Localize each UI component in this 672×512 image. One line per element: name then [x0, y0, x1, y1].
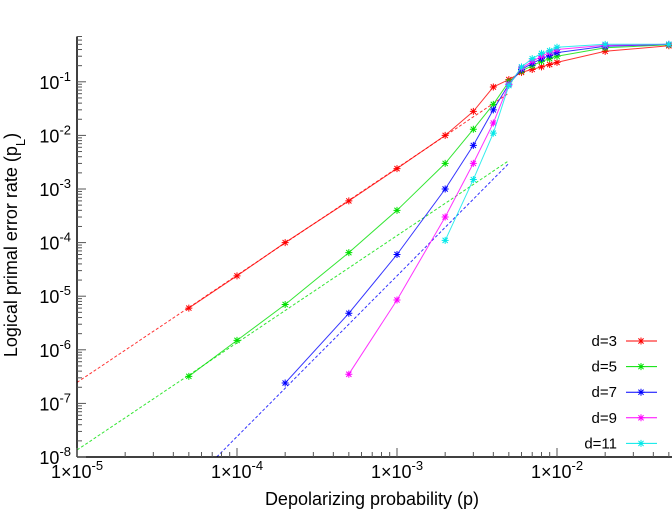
data-point [441, 213, 449, 221]
data-point [441, 185, 449, 193]
legend-marker [637, 363, 645, 371]
axes [76, 36, 672, 458]
legend-marker [637, 439, 645, 447]
data-point [469, 141, 477, 149]
y-tick-label: 10-3 [39, 176, 71, 200]
data-point [345, 249, 353, 257]
data-point [528, 55, 536, 63]
legend: d=3 d=5 d=7 d=9 d=11 [584, 333, 657, 452]
data-point [469, 125, 477, 133]
series-line [188, 45, 669, 309]
x-tick-label: 1×10-4 [211, 458, 263, 482]
y-tick-label: 10-2 [39, 122, 71, 146]
x-tick-label: 1×10-2 [531, 458, 583, 482]
tick-labels: 10-8 10-7 10-6 10-5 10-4 10-3 10-2 10-1 1×10-5 1×… [39, 69, 583, 482]
data-point [185, 304, 193, 312]
data-point [546, 47, 554, 55]
data-point [233, 336, 241, 344]
series-d=11 [441, 40, 672, 244]
legend-label: d=11 [584, 435, 617, 452]
data-point [489, 129, 497, 137]
data-point [601, 40, 609, 48]
data-point [185, 372, 193, 380]
data-point [489, 100, 497, 108]
fit-line [77, 92, 510, 383]
legend-marker [637, 337, 645, 345]
legend-label: d=3 [592, 333, 617, 350]
data-point [528, 65, 536, 73]
series-group [185, 40, 672, 387]
series-line [444, 43, 669, 241]
series-d=9 [345, 40, 672, 378]
data-point [489, 119, 497, 127]
legend-label: d=5 [592, 359, 617, 376]
data-point [281, 301, 289, 309]
data-point [665, 40, 672, 48]
data-point [537, 63, 545, 71]
data-point [393, 296, 401, 304]
y-tick-label: 10-5 [39, 283, 71, 307]
x-tick-label: 1×10-3 [371, 458, 423, 482]
x-tick-label: 1×10-5 [51, 458, 103, 482]
data-point [393, 165, 401, 173]
y-tick-label: 10-7 [39, 390, 71, 414]
data-point [393, 250, 401, 258]
fit-line [216, 163, 510, 457]
data-point [489, 106, 497, 114]
data-point [441, 131, 449, 139]
y-tick-label: 10-8 [39, 444, 71, 468]
data-point [441, 236, 449, 244]
fit-line [77, 160, 510, 451]
y-axis-label: Logical primal error rate (pL) [1, 133, 28, 357]
data-point [553, 52, 561, 60]
data-point [469, 176, 477, 184]
data-point [393, 206, 401, 214]
data-point [546, 61, 554, 69]
data-point [553, 43, 561, 51]
data-point [441, 159, 449, 167]
x-axis-label: Depolarizing probability (p) [265, 489, 479, 509]
data-point [553, 58, 561, 66]
legend-label: d=7 [592, 384, 617, 401]
data-point [345, 370, 353, 378]
y-tick-label: 10-1 [39, 69, 71, 93]
y-tick-label: 10-4 [39, 230, 71, 254]
data-point [281, 379, 289, 387]
data-point [345, 197, 353, 205]
legend-marker [637, 414, 645, 422]
series-line [188, 44, 669, 377]
data-point [489, 83, 497, 91]
legend-marker [637, 388, 645, 396]
data-point [505, 82, 513, 90]
data-point [469, 159, 477, 167]
data-point [233, 272, 241, 280]
legend-label: d=9 [592, 410, 617, 427]
data-point [537, 49, 545, 57]
data-point [345, 309, 353, 317]
series-d=3 [185, 42, 672, 312]
data-point [281, 239, 289, 247]
y-tick-label: 10-6 [39, 337, 71, 361]
data-point [518, 63, 526, 71]
data-point [469, 107, 477, 115]
fit-lines [77, 92, 510, 457]
